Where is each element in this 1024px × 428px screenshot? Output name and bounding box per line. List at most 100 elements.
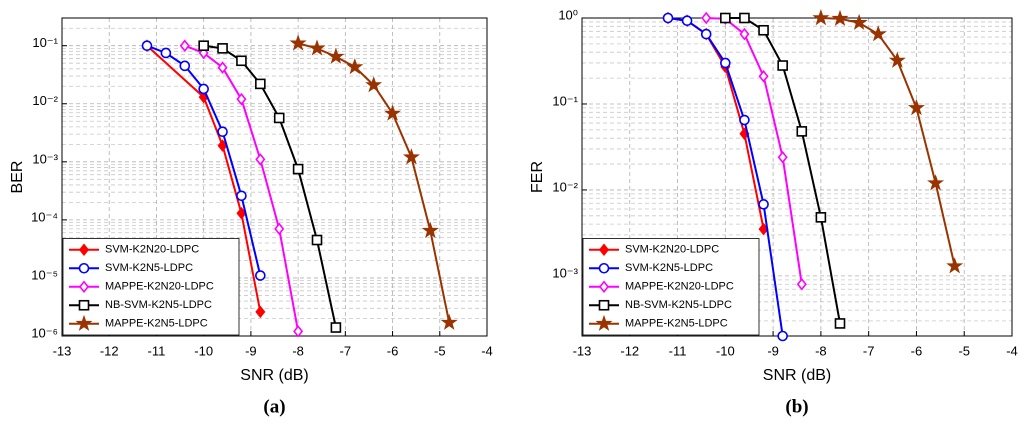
plot: -13 -12 -11 -10 -9 -8 -7 -6 -5 -4 10⁻⁶ 10⁻⁵ 10⁻⁴ 10⁻³… <box>9 17 493 417</box>
marker <box>402 148 420 165</box>
marker <box>236 92 247 106</box>
marker <box>758 69 769 83</box>
marker <box>850 13 868 30</box>
x-axis-label: SNR (dB) <box>763 367 831 384</box>
marker <box>796 126 808 137</box>
x-tick-label: -8 <box>292 343 304 358</box>
marker <box>700 28 712 40</box>
marker <box>273 112 285 124</box>
marker <box>160 47 172 59</box>
y-tick-label: 10⁻⁵ <box>31 267 58 282</box>
y-tick-label: 10⁻¹ <box>552 93 578 108</box>
marker <box>198 40 209 52</box>
marker <box>758 24 769 36</box>
y-tick-label: 10⁻² <box>552 179 578 194</box>
y-tick-label: 10⁻⁶ <box>31 325 58 340</box>
legend-label: MAPPE-K2N5-LDPC <box>105 318 208 330</box>
legend-marker <box>78 243 90 257</box>
x-tick-label: -11 <box>148 343 166 358</box>
marker <box>255 153 266 166</box>
marker <box>198 83 209 95</box>
marker <box>274 222 285 236</box>
y-tick-label: 10⁻¹ <box>32 35 58 50</box>
y-tick-label: 10⁻⁴ <box>31 209 58 224</box>
marker <box>255 78 266 90</box>
marker <box>311 234 323 246</box>
marker <box>289 34 307 51</box>
legend-label: SVM-K2N20-LDPC <box>105 244 199 256</box>
x-tick-label: -12 <box>620 343 639 358</box>
x-tick-label: -5 <box>958 343 970 358</box>
legend-label: MAPPE-K2N20-LDPC <box>625 281 734 293</box>
legend-label: NB-SVM-K2N5-LDPC <box>625 299 732 311</box>
marker <box>236 190 247 202</box>
marker <box>815 212 827 223</box>
marker <box>217 43 228 54</box>
marker <box>217 126 228 138</box>
axes-frame <box>581 17 1013 337</box>
marker <box>720 57 731 69</box>
marker <box>777 330 788 342</box>
marker <box>179 60 191 72</box>
legend-label: MAPPE-K2N20-LDPC <box>105 281 214 293</box>
marker <box>927 174 945 191</box>
marker <box>888 51 906 68</box>
x-tick-label: -6 <box>387 343 399 358</box>
marker <box>236 206 247 220</box>
x-tick-label: -7 <box>340 343 352 358</box>
y-tick-label: 10⁻² <box>32 93 58 108</box>
x-tick-label: -12 <box>100 343 119 358</box>
legend-marker <box>598 299 610 311</box>
x-tick-label: -11 <box>669 343 687 358</box>
legend-marker <box>78 299 90 311</box>
x-tick-label: -13 <box>53 343 72 358</box>
plot: -13 -12 -11 -10 -9 -8 -7 -6 -5 -4 10⁻³ 10⁻² 10⁻¹ 10⁰ S… <box>529 7 1018 417</box>
marker <box>758 199 769 210</box>
marker <box>384 104 402 121</box>
legend-label: MAPPE-K2N5-LDPC <box>625 318 728 330</box>
legend-label: NB-SVM-K2N5-LDPC <box>105 299 212 311</box>
legend-label: SVM-K2N5-LDPC <box>625 262 713 274</box>
marker <box>255 305 266 319</box>
x-tick-label: -4 <box>481 343 493 358</box>
y-tick-label: 10⁻³ <box>32 151 58 166</box>
marker <box>869 25 887 42</box>
marker <box>365 76 383 93</box>
marker <box>739 114 750 126</box>
legend-marker <box>598 243 610 257</box>
x-tick-label: -5 <box>434 343 446 358</box>
marker <box>907 98 925 116</box>
marker <box>141 40 153 52</box>
axes-frame <box>61 17 488 337</box>
marker <box>292 163 304 175</box>
legend-marker <box>78 262 90 274</box>
marker <box>179 39 190 52</box>
x-tick-label: -10 <box>716 343 735 358</box>
x-tick-label: -13 <box>573 343 592 358</box>
x-tick-label: -9 <box>245 343 257 358</box>
x-tick-label: -4 <box>1006 343 1018 358</box>
marker <box>777 60 788 71</box>
marker <box>330 322 342 333</box>
marker <box>293 325 304 338</box>
marker <box>812 9 830 26</box>
x-tick-label: -9 <box>767 343 779 358</box>
marker <box>831 9 849 26</box>
legend-marker <box>598 262 610 274</box>
y-axis-label: FER <box>529 161 546 193</box>
marker <box>834 318 846 329</box>
marker <box>739 12 750 24</box>
legend-marker <box>75 314 93 331</box>
marker <box>739 27 750 41</box>
x-tick-label: -7 <box>863 343 875 358</box>
marker <box>777 150 788 164</box>
marker <box>440 313 458 330</box>
marker <box>346 58 364 75</box>
x-tick-label: -10 <box>194 343 213 358</box>
x-axis-label: SNR (dB) <box>240 367 308 384</box>
marker <box>662 12 674 24</box>
y-tick-label: 10⁻³ <box>552 265 578 280</box>
marker <box>946 257 964 274</box>
marker <box>236 55 247 67</box>
